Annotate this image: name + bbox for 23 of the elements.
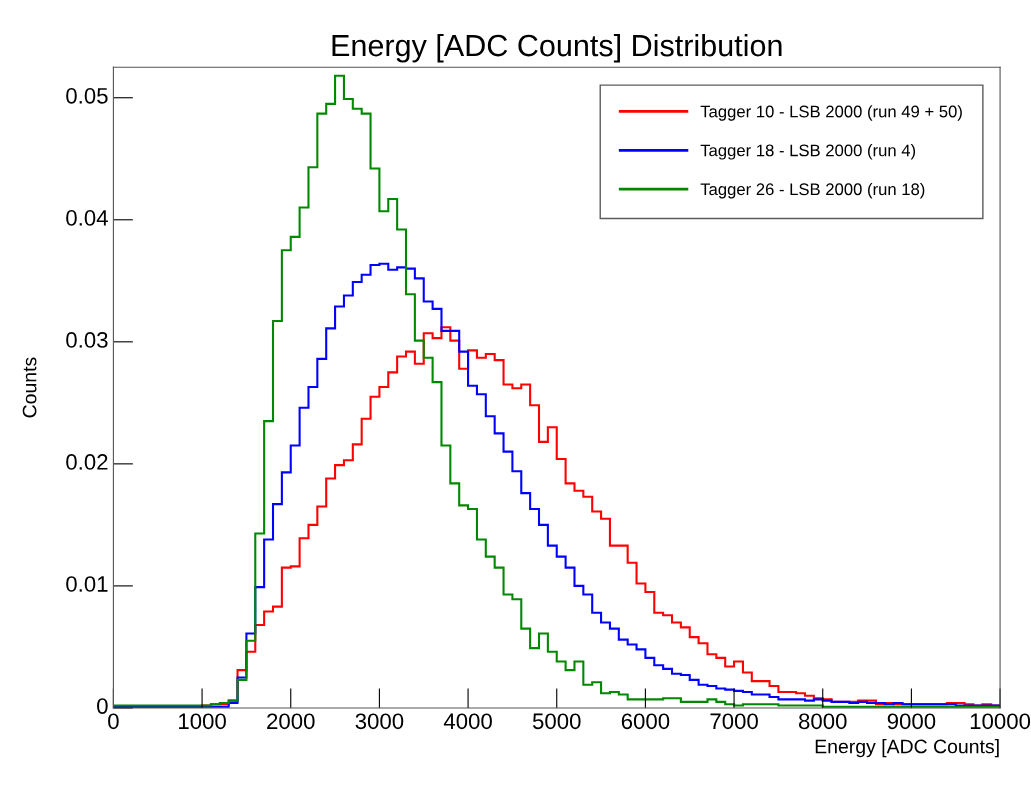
x-tick-label: 10000 xyxy=(970,713,1031,730)
x-tick-label: 6000 xyxy=(621,713,670,730)
x-tick-label: 5000 xyxy=(532,713,581,730)
x-tick-label: 1000 xyxy=(179,713,226,730)
y-tick-label: 0.05 xyxy=(66,87,108,104)
legend-label: Tagger 10 - LSB 2000 (run 49 + 50) xyxy=(700,105,962,121)
legend-label: Tagger 26 - LSB 2000 (run 18) xyxy=(700,182,925,199)
y-tick-label: 0.01 xyxy=(66,576,108,592)
x-tick-label: 9000 xyxy=(887,713,936,730)
x-tick-label: 0 xyxy=(108,713,119,730)
x-axis-title: Energy [ADC Counts] xyxy=(815,739,999,758)
x-tick-label: 8000 xyxy=(798,713,847,730)
x-tick-label: 4000 xyxy=(443,713,492,730)
chart-title: Energy [ADC Counts] Distribution xyxy=(332,33,782,63)
y-tick-label: 0.03 xyxy=(66,332,108,348)
x-tick-label: 3000 xyxy=(355,713,404,730)
y-tick-label: 0.04 xyxy=(66,210,108,226)
y-tick-label: 0 xyxy=(97,698,108,714)
legend-label: Tagger 18 - LSB 2000 (run 4) xyxy=(700,144,916,160)
x-tick-label: 7000 xyxy=(710,713,758,730)
x-tick-label: 2000 xyxy=(267,713,315,730)
y-axis-title: Counts xyxy=(22,357,37,418)
y-tick-label: 0.02 xyxy=(66,454,108,470)
